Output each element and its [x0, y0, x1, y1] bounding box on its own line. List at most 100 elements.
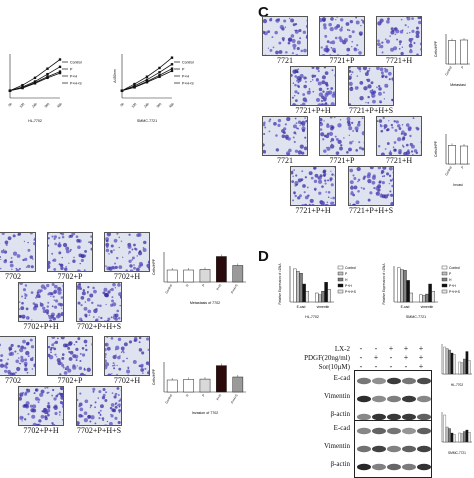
x-tick-label: 24h — [31, 102, 38, 109]
data-point — [171, 56, 173, 58]
x-tick-label: 12h — [131, 102, 138, 109]
bar — [299, 273, 302, 302]
wb-sign: - — [371, 344, 381, 353]
blot-band — [372, 428, 386, 434]
legend-label: H — [449, 278, 452, 282]
blot-band — [402, 396, 416, 402]
image-caption: 7702+P+H — [18, 322, 64, 331]
panel-label-d: D — [258, 248, 269, 265]
data-point — [59, 58, 61, 60]
x-tick-label: P+H+S — [230, 284, 239, 295]
x-tick-label: P — [460, 66, 465, 70]
data-point — [158, 67, 160, 69]
bar — [200, 269, 210, 282]
wb-band-label: β-actin — [296, 460, 350, 468]
x-tick-label: Control — [444, 65, 453, 76]
bar — [444, 347, 446, 374]
bar — [448, 350, 450, 374]
legend-label: P+H — [345, 284, 352, 288]
bar — [306, 291, 309, 302]
x-axis-label: Metastasi — [450, 83, 466, 87]
x-tick-label: 48h — [56, 102, 63, 109]
data-point — [158, 71, 160, 73]
bar — [184, 379, 194, 392]
legend-label: P+H+S — [345, 290, 357, 294]
legend-label: P — [182, 67, 185, 71]
micrograph-c_mig_labels-2 — [319, 16, 365, 56]
micrograph-c_inv_labels-3 — [376, 116, 422, 156]
image-caption: 7721+P — [319, 56, 365, 65]
x-tick-label: 48h — [168, 102, 175, 109]
wb-sign: - — [356, 344, 366, 353]
blot-band — [387, 378, 401, 384]
data-point — [146, 81, 148, 83]
data-point — [59, 66, 61, 68]
blot-band — [357, 378, 371, 384]
legend-swatch — [442, 284, 447, 287]
micrograph-b_inv_labels-2 — [47, 336, 93, 376]
micrograph-c_mig_labels-1 — [262, 16, 308, 56]
bar — [444, 415, 446, 442]
bar — [448, 145, 455, 164]
legend-label: Control — [345, 266, 356, 270]
bar — [451, 353, 453, 374]
legend-label: Control — [70, 60, 82, 64]
x-tick-label: Control — [164, 393, 173, 404]
bar — [453, 355, 455, 375]
blot-band-row — [355, 441, 432, 459]
bar — [448, 429, 450, 443]
bar — [466, 352, 468, 375]
micrograph-c_inv_labels-4 — [290, 166, 336, 206]
bar — [422, 296, 425, 302]
blot-band — [357, 396, 371, 402]
micrograph-c_inv_labels-2 — [319, 116, 365, 156]
micrograph-b_mig_labels-2 — [47, 232, 93, 272]
y-axis-label: Cells/HPF — [434, 140, 438, 157]
wb-band-label: Vimentin — [296, 392, 350, 400]
data-point — [171, 63, 173, 65]
bar — [293, 269, 296, 302]
wb-sign: + — [371, 353, 381, 362]
bar — [468, 432, 470, 442]
x-axis-label: HL-7702 — [451, 383, 463, 387]
wb-condition-label: Sor(10μM) — [296, 363, 350, 371]
blot-band — [387, 428, 401, 434]
bar — [315, 293, 318, 302]
wb-band-label: E-cad — [296, 424, 350, 432]
bar — [303, 284, 306, 302]
x-tick-label: 0h — [7, 102, 12, 107]
data-point — [21, 87, 23, 89]
bar — [184, 270, 194, 282]
x-axis-label: Metastasis of 7702 — [190, 301, 220, 305]
western-blot — [354, 420, 432, 478]
wb-band-label: β-actin — [296, 410, 350, 418]
legend-swatch — [338, 266, 343, 269]
x-tick-label: 36h — [44, 102, 51, 109]
micrograph-c_mig_labels-5 — [348, 66, 394, 106]
bar — [460, 146, 467, 164]
bar — [446, 349, 448, 375]
bar — [451, 433, 453, 442]
bar — [410, 293, 413, 302]
bar — [463, 432, 465, 443]
image-caption: 7721+H — [376, 56, 422, 65]
blot-band — [417, 446, 431, 452]
bar — [167, 380, 177, 392]
image-caption: 7702 — [0, 272, 36, 281]
y-axis-label: Cells/HPF — [152, 258, 156, 275]
legend-swatch — [338, 290, 343, 293]
image-caption: 7702+H — [104, 272, 150, 281]
image-caption: 7702+P — [47, 376, 93, 385]
legend-label: P+H — [70, 74, 77, 78]
legend-label: P+H+S — [449, 290, 461, 294]
data-point — [9, 89, 11, 91]
legend-swatch — [338, 284, 343, 287]
x-tick-label: 24h — [143, 102, 150, 109]
bar — [461, 363, 463, 374]
x-tick-label: P+H+S — [230, 394, 239, 405]
bar — [463, 359, 465, 374]
x-tick-label: Control — [444, 165, 453, 176]
x-tick-label: H — [185, 283, 190, 288]
